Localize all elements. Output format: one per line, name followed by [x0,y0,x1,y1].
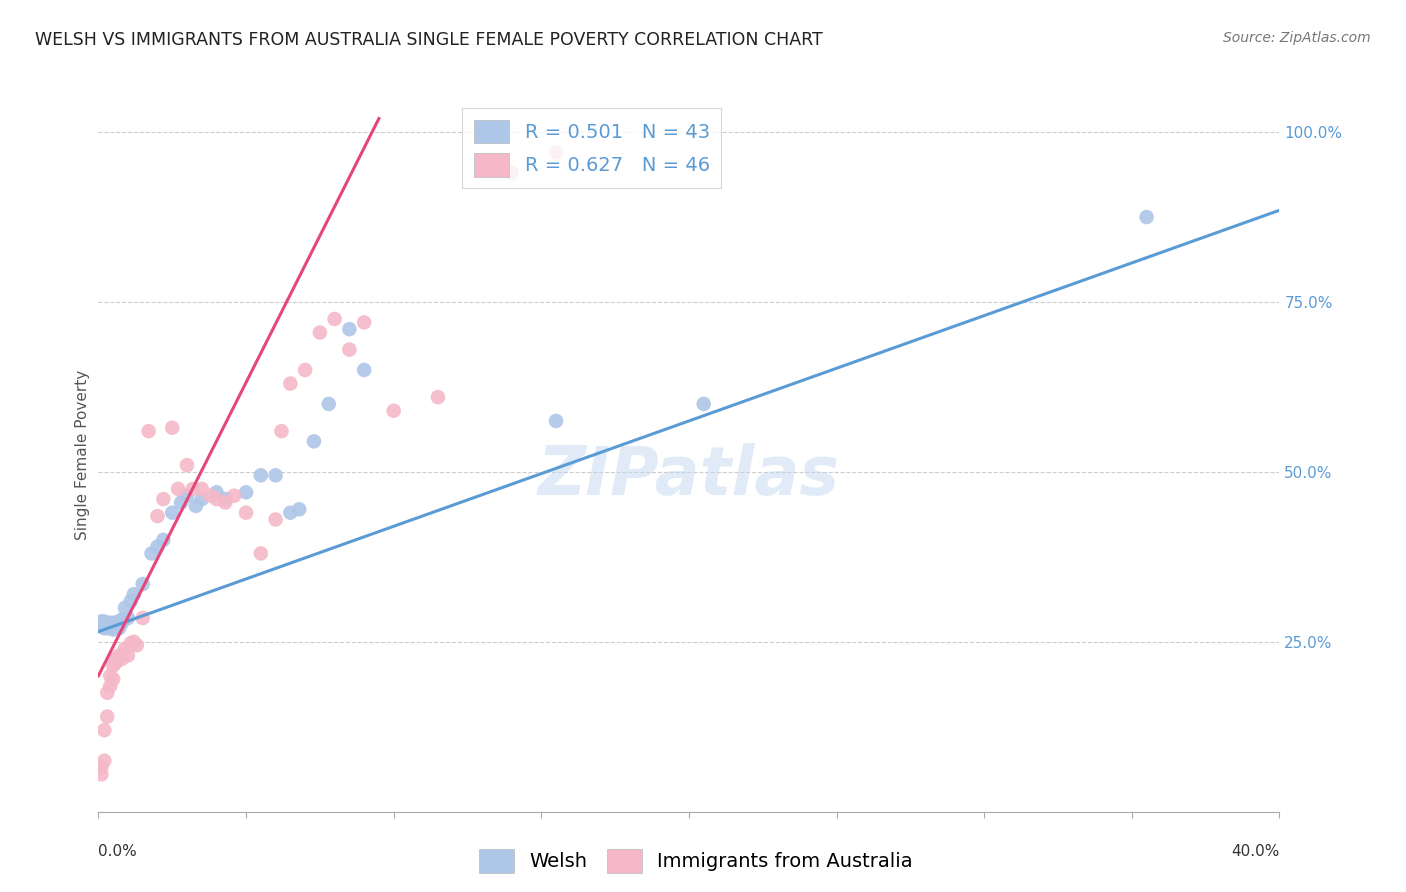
Point [138,424,160,438]
Point [546,414,568,428]
Point [90,760,112,774]
Legend: R = 0.501   N = 43, R = 0.627   N = 46: R = 0.501 N = 43, R = 0.627 N = 46 [463,108,721,188]
Point [693,397,716,411]
Point [353,315,375,329]
Point [90,615,112,629]
Point [302,434,325,449]
Point [108,621,131,635]
Point [280,506,302,520]
Point [98,679,121,693]
Point [353,363,375,377]
Point [120,594,142,608]
Point [105,655,128,669]
Point [152,533,174,547]
Point [96,617,118,632]
Point [93,615,115,629]
Point [427,390,450,404]
Point [111,612,134,626]
Point [288,502,311,516]
Point [98,620,121,634]
Point [108,615,131,629]
Point [146,509,169,524]
Point [309,326,332,340]
Point [93,723,115,738]
Point [120,636,142,650]
Point [122,587,145,601]
Point [152,492,174,507]
Text: 40.0%: 40.0% [1232,844,1279,859]
Point [93,621,115,635]
Point [162,421,183,435]
Point [501,166,523,180]
Point [270,424,292,438]
Point [125,638,148,652]
Point [162,506,183,520]
Point [382,403,405,417]
Point [117,611,139,625]
Point [181,482,204,496]
Legend: Welsh, Immigrants from Australia: Welsh, Immigrants from Australia [471,841,921,880]
Point [318,397,340,411]
Point [224,489,246,503]
Point [323,312,346,326]
Point [546,145,568,160]
Point [93,754,115,768]
Point [96,621,118,635]
Text: 0.0%: 0.0% [98,844,138,859]
Point [103,623,125,637]
Point [96,686,118,700]
Point [235,506,257,520]
Point [146,540,169,554]
Point [105,620,128,634]
Point [141,546,163,560]
Point [117,648,139,663]
Point [103,615,125,630]
Point [122,635,145,649]
Point [214,492,236,507]
Point [98,615,121,630]
Point [132,611,155,625]
Point [170,495,193,509]
Point [184,499,207,513]
Point [96,709,118,723]
Point [191,482,214,496]
Point [205,492,228,507]
Point [114,641,136,656]
Point [98,669,121,683]
Point [214,495,236,509]
Point [200,489,222,503]
Point [105,615,128,630]
Point [280,376,302,391]
Point [264,512,287,526]
Point [132,577,155,591]
Text: ZIPatlas: ZIPatlas [538,443,839,509]
Point [1136,210,1159,224]
Point [339,343,361,357]
Point [108,648,131,663]
Point [250,468,273,483]
Point [167,482,190,496]
Point [294,363,316,377]
Point [90,767,112,781]
Point [114,600,136,615]
Point [103,672,125,686]
Point [90,617,112,632]
Point [176,489,198,503]
Point [205,485,228,500]
Point [250,546,273,560]
Point [264,468,287,483]
Point [105,652,128,666]
Point [103,658,125,673]
Point [176,458,198,472]
Text: WELSH VS IMMIGRANTS FROM AUSTRALIA SINGLE FEMALE POVERTY CORRELATION CHART: WELSH VS IMMIGRANTS FROM AUSTRALIA SINGL… [35,31,823,49]
Point [111,652,134,666]
Point [111,615,134,630]
Point [191,492,214,507]
Point [235,485,257,500]
Text: Source: ZipAtlas.com: Source: ZipAtlas.com [1223,31,1371,45]
Point [339,322,361,336]
Y-axis label: Single Female Poverty: Single Female Poverty [75,370,90,540]
